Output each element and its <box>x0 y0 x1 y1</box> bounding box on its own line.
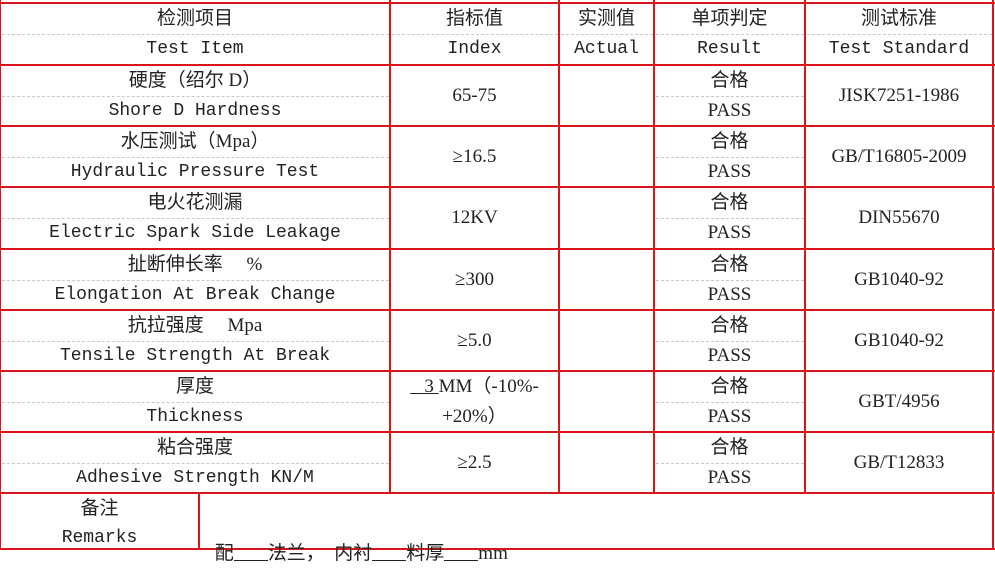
result-en: PASS <box>707 222 752 243</box>
cell-divider <box>2 463 389 464</box>
header-item-cn: 检测项目 <box>156 8 233 29</box>
test-standard: JISK7251-1986 <box>838 85 960 106</box>
remarks-part2: 法兰， 内衬 <box>267 543 373 564</box>
remarks-label-en: Remarks <box>61 528 138 548</box>
item-name-cn: 厚度 <box>175 376 214 397</box>
header-result-cn: 单项判定 <box>691 8 768 29</box>
result-en: PASS <box>707 345 752 366</box>
item-name-cn: 扯断伸长率 % <box>127 254 263 275</box>
result-cn: 合格 <box>710 376 749 397</box>
remarks-label-cn: 备注 <box>80 498 119 519</box>
item-name-en: Shore D Hardness <box>108 101 282 121</box>
item-name-en: Hydraulic Pressure Test <box>70 162 320 182</box>
result-en: PASS <box>707 467 752 488</box>
header-index-en: Index <box>447 39 502 59</box>
cell-divider <box>2 402 389 403</box>
row-border <box>0 64 995 66</box>
item-name-cn: 抗拉强度 Mpa <box>127 315 263 336</box>
row-border <box>0 431 995 433</box>
cell-divider <box>656 402 804 403</box>
result-en: PASS <box>707 406 752 427</box>
column-border <box>389 0 391 493</box>
header-result-en: Result <box>697 39 762 59</box>
remarks-part3: 料厚 <box>406 543 445 564</box>
cell-divider <box>656 341 804 342</box>
column-border <box>198 493 200 550</box>
result-cn: 合格 <box>710 131 749 152</box>
test-standard: GB/T12833 <box>853 452 945 473</box>
index-value: ≥16.5 <box>452 146 497 167</box>
item-name-cn: 电火花测漏 <box>147 192 243 213</box>
thickness-underlined: 3 <box>410 376 439 397</box>
row-border <box>0 370 995 372</box>
header-actual-en: Actual <box>574 39 639 59</box>
blank-field[interactable] <box>372 540 407 561</box>
test-standard: GBT/4956 <box>858 391 940 412</box>
cell-divider <box>656 463 804 464</box>
index-value: 3 MM（-10%- +20%） <box>410 376 539 427</box>
cell-divider <box>656 157 804 158</box>
cell-divider <box>2 341 389 342</box>
result-cn: 合格 <box>710 437 749 458</box>
cell-divider <box>2 34 389 35</box>
blank-field[interactable] <box>444 540 479 561</box>
item-name-cn: 水压测试（Mpa） <box>120 131 270 152</box>
index-value: ≥300 <box>455 269 494 290</box>
index-value: 65-75 <box>452 85 497 106</box>
header-index-cn: 指标值 <box>445 8 503 29</box>
index-value: 12KV <box>451 207 498 228</box>
item-name-cn: 硬度（绍尔 D） <box>128 70 262 91</box>
row-border <box>0 2 995 4</box>
cell-divider <box>561 34 653 35</box>
column-border <box>804 0 806 493</box>
column-border <box>653 0 655 493</box>
result-en: PASS <box>707 100 752 121</box>
column-border <box>992 0 994 550</box>
header-item-en: Test Item <box>146 39 244 59</box>
test-standard: GB1040-92 <box>854 330 944 351</box>
blank-field[interactable] <box>233 540 268 561</box>
result-cn: 合格 <box>710 192 749 213</box>
cell-divider <box>2 218 389 219</box>
cell-divider <box>656 280 804 281</box>
cell-divider <box>2 280 389 281</box>
result-en: PASS <box>707 284 752 305</box>
remarks-part1: 配 <box>214 543 234 564</box>
column-border <box>0 0 1 550</box>
row-border <box>0 125 995 127</box>
item-name-en: Adhesive Strength KN/M <box>76 468 314 488</box>
cell-divider <box>2 157 389 158</box>
cell-divider <box>656 218 804 219</box>
header-standard-cn: 测试标准 <box>860 8 937 29</box>
row-border <box>0 492 995 494</box>
header-actual-cn: 实测值 <box>577 8 635 29</box>
column-border <box>558 0 560 493</box>
test-standard: GB1040-92 <box>854 269 944 290</box>
item-name-en: Tensile Strength At Break <box>59 346 331 366</box>
header-standard-en: Test Standard <box>828 39 970 59</box>
cell-divider <box>392 34 558 35</box>
row-border <box>0 548 995 550</box>
result-cn: 合格 <box>710 315 749 336</box>
index-value: ≥5.0 <box>457 330 492 351</box>
item-name-en: Thickness <box>146 407 244 427</box>
result-cn: 合格 <box>710 70 749 91</box>
result-en: PASS <box>707 161 752 182</box>
item-name-en: Elongation At Break Change <box>54 285 336 305</box>
row-border <box>0 309 995 311</box>
cell-divider <box>656 96 804 97</box>
remarks-part4: mm <box>478 543 508 564</box>
remarks-text: 配 法兰， 内衬 料厚 mm <box>210 509 508 569</box>
cell-divider <box>656 34 804 35</box>
test-standard: GB/T16805-2009 <box>831 146 967 167</box>
result-cn: 合格 <box>710 254 749 275</box>
item-name-cn: 粘合强度 <box>156 437 233 458</box>
row-border <box>0 248 995 250</box>
cell-divider <box>2 96 389 97</box>
row-border <box>0 186 995 188</box>
index-value: ≥2.5 <box>457 452 492 473</box>
test-standard: DIN55670 <box>858 207 940 228</box>
cell-divider <box>807 34 992 35</box>
item-name-en: Electric Spark Side Leakage <box>49 223 341 243</box>
